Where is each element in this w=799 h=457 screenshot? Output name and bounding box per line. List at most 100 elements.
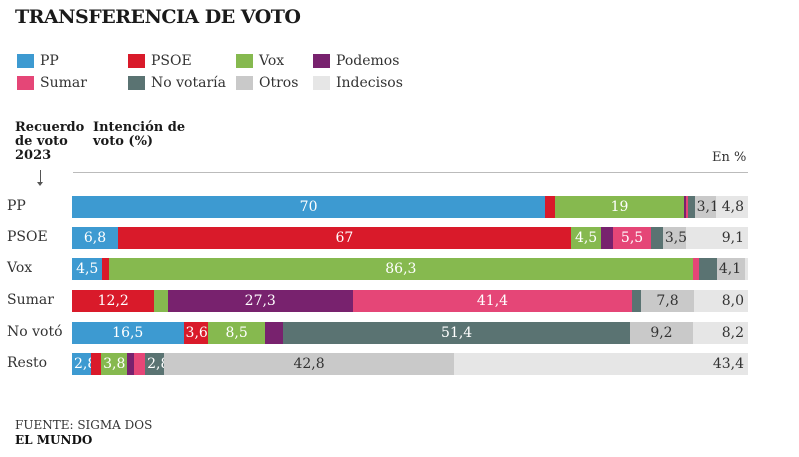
bar-segment: 3,1 bbox=[694, 196, 719, 218]
legend-swatch bbox=[17, 54, 34, 68]
bar-segment bbox=[154, 290, 168, 312]
legend-swatch bbox=[236, 54, 253, 68]
legend-swatch bbox=[17, 76, 34, 90]
legend-label: No votaría bbox=[151, 75, 226, 91]
bar-segment: 16,5 bbox=[72, 322, 184, 344]
bar-segment: 43,4 bbox=[454, 353, 748, 375]
bar-segment bbox=[545, 196, 556, 218]
legend-swatch bbox=[236, 76, 253, 90]
legend-item: Podemos bbox=[313, 53, 399, 69]
bar-segment: 4,1 bbox=[716, 258, 745, 280]
bar-segment bbox=[744, 258, 748, 280]
bar-segment: 3,8 bbox=[101, 353, 127, 375]
bar-segment: 3,6 bbox=[183, 322, 208, 344]
data-label: 12,2 bbox=[97, 293, 129, 309]
row-label: Sumar bbox=[7, 292, 54, 308]
bar-segment bbox=[685, 196, 688, 218]
bar-segment: 12,2 bbox=[72, 290, 155, 312]
data-label: 3,1 bbox=[696, 199, 719, 215]
bar-segment: 9,2 bbox=[630, 322, 693, 344]
data-label: 4,8 bbox=[721, 199, 744, 215]
bar-segment: 5,5 bbox=[613, 227, 651, 249]
bar-segment bbox=[683, 196, 686, 218]
legend-label: Vox bbox=[259, 53, 285, 69]
bar-segment bbox=[102, 258, 110, 280]
data-label: 19 bbox=[610, 199, 629, 215]
bar-segment: 8,2 bbox=[692, 322, 748, 344]
chart-title: TRANSFERENCIA DE VOTO bbox=[15, 6, 301, 28]
bar-segment: 4,5 bbox=[570, 227, 602, 249]
legend-label: Sumar bbox=[40, 75, 87, 91]
bar-segment: 7,8 bbox=[641, 290, 694, 312]
legend-item: PSOE bbox=[128, 53, 192, 69]
data-label: 8,0 bbox=[721, 293, 744, 309]
arrow-head-icon bbox=[37, 182, 43, 186]
data-label: 8,2 bbox=[721, 325, 744, 341]
legend-item: Otros bbox=[236, 75, 298, 91]
bar-segment bbox=[90, 353, 102, 375]
bar-segment bbox=[601, 227, 614, 249]
data-label: 6,8 bbox=[83, 230, 107, 246]
legend-item: Sumar bbox=[17, 75, 87, 91]
data-label: 16,5 bbox=[112, 325, 144, 341]
data-label: 51,4 bbox=[441, 325, 473, 341]
row-label: No votó bbox=[7, 324, 63, 340]
bar-segment: 42,8 bbox=[164, 353, 455, 375]
bar-segment: 9,1 bbox=[686, 227, 748, 249]
bar-segment: 2,8 bbox=[145, 353, 169, 375]
header-rule bbox=[73, 172, 748, 173]
bar-segment: 8,0 bbox=[693, 290, 748, 312]
legend-item: PP bbox=[17, 53, 59, 69]
legend-swatch bbox=[128, 54, 145, 68]
data-label: 3,8 bbox=[103, 356, 126, 372]
bar-segment bbox=[265, 322, 283, 344]
legend-label: Otros bbox=[259, 75, 299, 91]
legend-item: Indecisos bbox=[313, 75, 403, 91]
row-label: PSOE bbox=[7, 229, 48, 245]
data-label: 86,3 bbox=[385, 261, 417, 277]
data-label: 4,1 bbox=[718, 261, 742, 277]
bar-segment bbox=[126, 353, 134, 375]
bar-segment bbox=[632, 290, 642, 312]
bar-segment bbox=[687, 196, 695, 218]
data-label: 2,8 bbox=[74, 356, 97, 372]
bar-segment: 3,5 bbox=[662, 227, 687, 249]
unit-label: En % bbox=[712, 150, 747, 165]
row-header: Recuerdo de voto 2023 bbox=[15, 120, 85, 163]
bar-segment: 70 bbox=[72, 196, 546, 218]
data-label: 67 bbox=[335, 230, 354, 246]
bar-segment: 41,4 bbox=[352, 290, 633, 312]
data-label: 7,8 bbox=[656, 293, 679, 309]
row-label: PP bbox=[7, 198, 26, 214]
bar-segment: 6,8 bbox=[72, 227, 118, 249]
bar-segment: 51,4 bbox=[282, 322, 631, 344]
brand-text: EL MUNDO bbox=[15, 433, 93, 447]
data-label: 9,1 bbox=[721, 230, 744, 246]
data-label: 8,5 bbox=[225, 325, 248, 341]
legend-swatch bbox=[313, 76, 330, 90]
legend-label: PP bbox=[40, 53, 59, 69]
bar-segment bbox=[692, 258, 700, 280]
legend-label: Indecisos bbox=[336, 75, 403, 91]
legend-swatch bbox=[313, 54, 330, 68]
legend-label: PSOE bbox=[151, 53, 192, 69]
data-label: 9,2 bbox=[650, 325, 673, 341]
bar-segment: 4,8 bbox=[715, 196, 748, 218]
data-label: 4,5 bbox=[574, 230, 598, 246]
column-header: Intención de voto (%) bbox=[93, 120, 186, 149]
data-label: 4,5 bbox=[76, 261, 99, 277]
source-text: FUENTE: SIGMA DOS bbox=[15, 418, 153, 432]
bar-segment: 2,8 bbox=[72, 353, 96, 375]
bar-segment bbox=[133, 353, 146, 375]
legend-swatch bbox=[128, 76, 145, 90]
down-arrow-icon bbox=[40, 170, 41, 184]
bar-segment: 8,5 bbox=[207, 322, 266, 344]
bar-segment: 4,5 bbox=[72, 258, 103, 280]
bar-segment: 86,3 bbox=[109, 258, 693, 280]
legend-label: Podemos bbox=[336, 53, 400, 69]
bar-segment bbox=[650, 227, 663, 249]
row-label: Vox bbox=[7, 260, 33, 276]
bar-segment: 67 bbox=[117, 227, 571, 249]
data-label: 43,4 bbox=[712, 356, 744, 372]
bar-segment: 19 bbox=[555, 196, 684, 218]
